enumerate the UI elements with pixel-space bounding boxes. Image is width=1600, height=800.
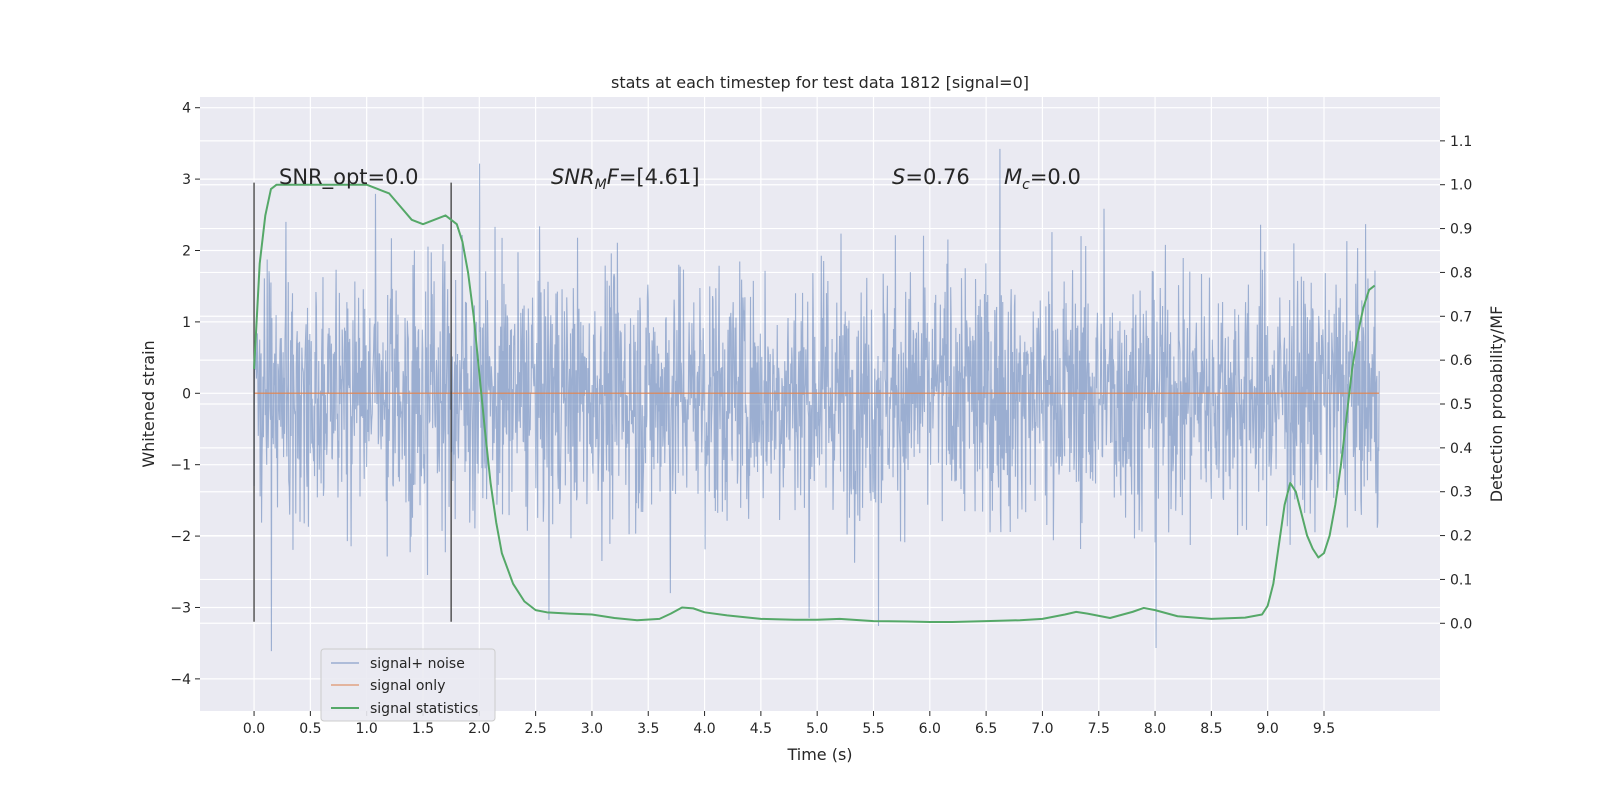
- y2-tick-label: 0.5: [1450, 397, 1472, 413]
- y2-tick-label: 0.4: [1450, 441, 1472, 457]
- y2-tick-label: 1.1: [1450, 134, 1472, 150]
- annotation-s: S=0.76: [892, 165, 970, 189]
- y-tick-label: 4: [182, 101, 191, 117]
- x-tick-label: 0.0: [243, 721, 265, 737]
- legend-box: [320, 648, 496, 722]
- legend-label-signal-plus-noise: signal+ noise: [370, 656, 465, 672]
- x-tick-label: 5.0: [806, 721, 828, 737]
- y-tick-label: 2: [182, 244, 191, 260]
- x-tick-label: 8.5: [1200, 721, 1222, 737]
- y2-tick-label: 0.2: [1450, 529, 1472, 545]
- x-tick-label: 5.5: [862, 721, 884, 737]
- y-tick-label: 1: [182, 315, 191, 331]
- x-tick-label: 7.0: [1031, 721, 1053, 737]
- signal-statistics-line: [253, 183, 1376, 623]
- x-tick-label: 1.5: [412, 721, 434, 737]
- annotation-snr-mf: SNRMF=[4.61]: [551, 165, 700, 193]
- x-tick-label: 9.0: [1257, 721, 1279, 737]
- y-tick-label: −1: [170, 458, 191, 474]
- chart-title: stats at each timestep for test data 181…: [611, 73, 1029, 92]
- y2-tick-label: 0.9: [1450, 222, 1472, 238]
- x-tick-label: 6.0: [919, 721, 941, 737]
- annotations: SNR_opt=0.0 SNRMF=[4.61] S=0.76 Mc=0.0: [279, 165, 1081, 193]
- x-tick-label: 7.5: [1088, 721, 1110, 737]
- annotation-mc: Mc=0.0: [1004, 165, 1081, 193]
- x-tick-label: 0.5: [299, 721, 321, 737]
- legend-label-signal-only: signal only: [370, 678, 445, 694]
- x-tick-label: 4.5: [750, 721, 772, 737]
- x-axis-label: Time (s): [786, 745, 852, 764]
- y-tick-label: −2: [170, 529, 191, 545]
- legend-label-signal-statistics: signal statistics: [370, 701, 478, 717]
- x-tick-label: 6.5: [975, 721, 997, 737]
- legend: signal+ noise signal only signal statist…: [320, 648, 496, 722]
- vertical-markers: [253, 182, 452, 622]
- x-tick-label: 9.5: [1313, 721, 1335, 737]
- y2-tick-label: 0.6: [1450, 353, 1472, 369]
- x-tick-label: 2.0: [468, 721, 490, 737]
- y-axis-ticks: 4 3 2 1 0 −1 −2 −3 −4: [170, 101, 200, 688]
- y-tick-label: −3: [170, 600, 191, 616]
- x-axis-ticks: 0.0 0.5 1.0 1.5 2.0 2.5 3.0 3.5 4.0 4.5 5.0 5.5 6.0 6…: [243, 711, 1335, 737]
- y2-tick-label: 0.0: [1450, 616, 1472, 632]
- x-tick-label: 8.0: [1144, 721, 1166, 737]
- y2-tick-label: 0.7: [1450, 309, 1472, 325]
- y2-tick-label: 0.3: [1450, 485, 1472, 501]
- x-tick-label: 3.0: [581, 721, 603, 737]
- x-tick-label: 4.0: [693, 721, 715, 737]
- y2-tick-label: 0.1: [1450, 572, 1472, 588]
- annotation-snr-opt: SNR_opt=0.0: [279, 165, 419, 190]
- x-tick-label: 3.5: [637, 721, 659, 737]
- y2-tick-label: 0.8: [1450, 265, 1472, 281]
- series-signal-plus-noise: [253, 148, 1380, 652]
- y2-tick-label: 1.0: [1450, 178, 1472, 194]
- y-axis-label: Whitened strain: [139, 340, 158, 467]
- y-tick-label: 0: [182, 386, 191, 402]
- x-tick-label: 2.5: [524, 721, 546, 737]
- series-signal-statistics: [253, 183, 1376, 623]
- x-tick-label: 1.0: [356, 721, 378, 737]
- noise-line: [253, 148, 1380, 652]
- y2-axis-ticks: 1.1 1.0 0.9 0.8 0.7 0.6 0.5 0.4 0.3 0.2 0.1 0.0: [1440, 134, 1472, 632]
- y-tick-label: 3: [182, 172, 191, 188]
- y2-axis-label: Detection probability/MF: [1487, 306, 1506, 503]
- y-tick-label: −4: [170, 672, 191, 688]
